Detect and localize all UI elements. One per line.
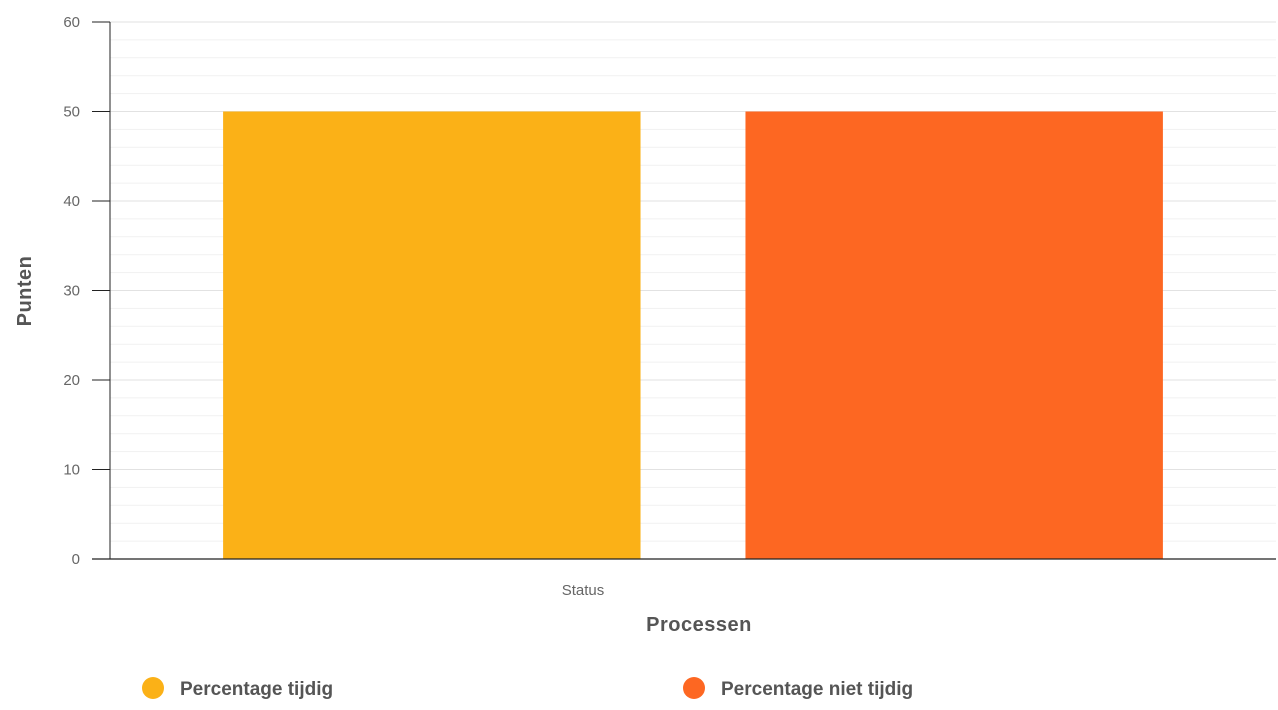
legend-swatch: [683, 677, 705, 699]
legend-item[interactable]: Percentage niet tijdig: [683, 677, 913, 700]
bar-percentage-tijdig[interactable]: [223, 111, 641, 560]
y-axis-title: Punten: [14, 256, 36, 327]
y-tick-label: 50: [63, 104, 80, 121]
bars: [223, 111, 1163, 560]
y-tick-label: 40: [63, 193, 80, 210]
legend-label: Percentage tijdig: [180, 679, 333, 700]
legend[interactable]: Percentage tijdig Percentage niet tijdig: [142, 677, 913, 700]
legend-item[interactable]: Percentage tijdig: [142, 677, 333, 700]
y-tick-label: 20: [63, 372, 80, 389]
y-tick-label: 0: [72, 551, 80, 568]
y-axis-ticks: 0 10 20 30 40 50 60: [63, 14, 110, 568]
bar-percentage-niet-tijdig[interactable]: [745, 111, 1163, 560]
x-axis-title: Processen: [646, 614, 752, 636]
y-tick-label: 60: [63, 14, 80, 31]
legend-swatch: [142, 677, 164, 699]
x-category-label: Status: [562, 582, 605, 599]
x-axis-categories: Status: [562, 582, 605, 599]
y-tick-label: 30: [63, 283, 80, 300]
legend-label: Percentage niet tijdig: [721, 679, 913, 700]
y-tick-label: 10: [63, 462, 80, 479]
